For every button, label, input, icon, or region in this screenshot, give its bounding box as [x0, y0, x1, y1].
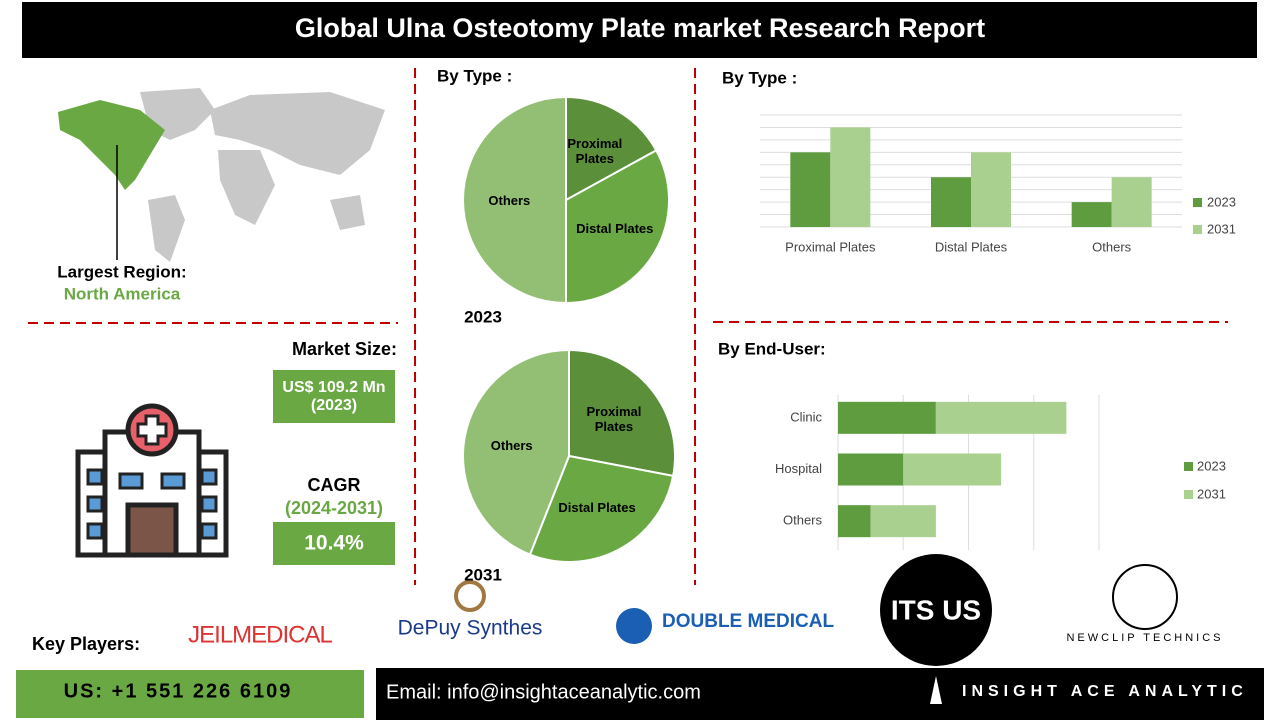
hospital-icon	[75, 403, 229, 558]
legend-swatch	[1193, 198, 1202, 207]
slice-label: Distal Plates	[576, 221, 654, 237]
company-logo: DePuy Synthes	[398, 617, 543, 640]
bar	[790, 152, 831, 227]
slice-label: Distal Plates	[558, 499, 636, 515]
x-tick-label: Proximal Plates	[785, 239, 876, 254]
label-wrap: Proximal Plates	[567, 136, 623, 167]
market-size-box	[273, 370, 395, 423]
pie-slice	[565, 95, 658, 202]
brand: INSIGHT ACE ANALYTIC	[962, 683, 1248, 700]
legend-swatch	[1184, 462, 1193, 471]
pie-slice	[565, 149, 670, 305]
y-tick-label: Others	[783, 513, 823, 528]
pie-slice	[462, 95, 567, 305]
pie-slice	[462, 348, 570, 556]
bar-segment	[838, 401, 936, 434]
market-size-label: Market Size:	[292, 339, 397, 359]
logo-mark	[1112, 564, 1178, 630]
bar	[971, 152, 1011, 227]
company-logo: JEILMEDICAL	[188, 621, 332, 648]
slice-label: Proximal Plates	[586, 403, 642, 434]
bar	[1071, 202, 1112, 227]
slice-label: Others	[490, 437, 533, 453]
region-value: North America	[64, 284, 181, 303]
legend-swatch	[1193, 225, 1202, 234]
logo-mark	[616, 608, 652, 644]
bar-segment	[870, 505, 936, 538]
bar	[931, 177, 971, 227]
bar	[1111, 177, 1152, 227]
x-tick-label: Others	[1092, 239, 1132, 254]
market-size-value: US$ 109.2 Mn (2023)	[282, 378, 386, 414]
brand-icon	[930, 676, 942, 704]
chart-title: By End-User:	[718, 339, 826, 358]
bar-segment	[935, 401, 1067, 434]
x-tick-label: Distal Plates	[935, 239, 1008, 254]
phone-box	[16, 670, 364, 718]
company-logo: NEWCLIP TECHNICS	[1066, 632, 1223, 644]
key-players-label: Key Players:	[32, 634, 140, 654]
bar-segment	[838, 505, 871, 538]
world-map	[58, 88, 385, 262]
phone: US: +1 551 226 6109	[64, 680, 293, 702]
label-wrap: Proximal Plates	[586, 403, 642, 434]
cagr-period: (2024-2031)	[285, 498, 383, 518]
label-wrap: Distal Plates	[558, 499, 636, 515]
logo-mark	[454, 580, 486, 612]
logo-mark	[880, 554, 992, 666]
legend-label: 2031	[1207, 221, 1236, 236]
market-size-wrap: US$ 109.2 Mn (2023)	[282, 378, 386, 414]
cagr-box	[273, 522, 395, 565]
slice-label: Proximal Plates	[567, 136, 623, 167]
company-logo: DOUBLE MEDICAL	[662, 611, 834, 632]
bar	[830, 127, 871, 227]
bar-segment	[838, 453, 904, 486]
label-wrap: Others	[488, 192, 531, 208]
pie-slice	[568, 348, 676, 478]
legend-label: 2023	[1197, 458, 1226, 473]
header-bar	[22, 2, 1257, 58]
region-label: Largest Region:	[57, 262, 186, 281]
pie-slice	[528, 454, 675, 563]
y-tick-label: Hospital	[775, 461, 822, 476]
legend-swatch	[1184, 490, 1193, 499]
footer-bar	[376, 668, 1264, 720]
chart-title: By Type :	[722, 68, 797, 87]
bar-segment	[903, 453, 1002, 486]
title: Global Ulna Osteotomy Plate market Resea…	[295, 13, 985, 43]
cagr-value: 10.4%	[304, 532, 364, 555]
legend-label: 2023	[1207, 194, 1236, 209]
label-wrap: Others	[490, 437, 533, 453]
chart-title: By Type :	[437, 66, 512, 85]
legend-label: 2031	[1197, 486, 1226, 501]
label-wrap: Distal Plates	[576, 221, 654, 237]
y-tick-label: Clinic	[790, 409, 822, 424]
chart-subtitle: 2023	[464, 307, 502, 326]
chart-subtitle: 2031	[464, 565, 502, 584]
slice-label: Others	[488, 192, 531, 208]
email: Email: info@insightaceanalytic.com	[386, 681, 701, 703]
company-logo: ITS US	[891, 594, 981, 625]
cagr-label: CAGR	[308, 475, 361, 495]
